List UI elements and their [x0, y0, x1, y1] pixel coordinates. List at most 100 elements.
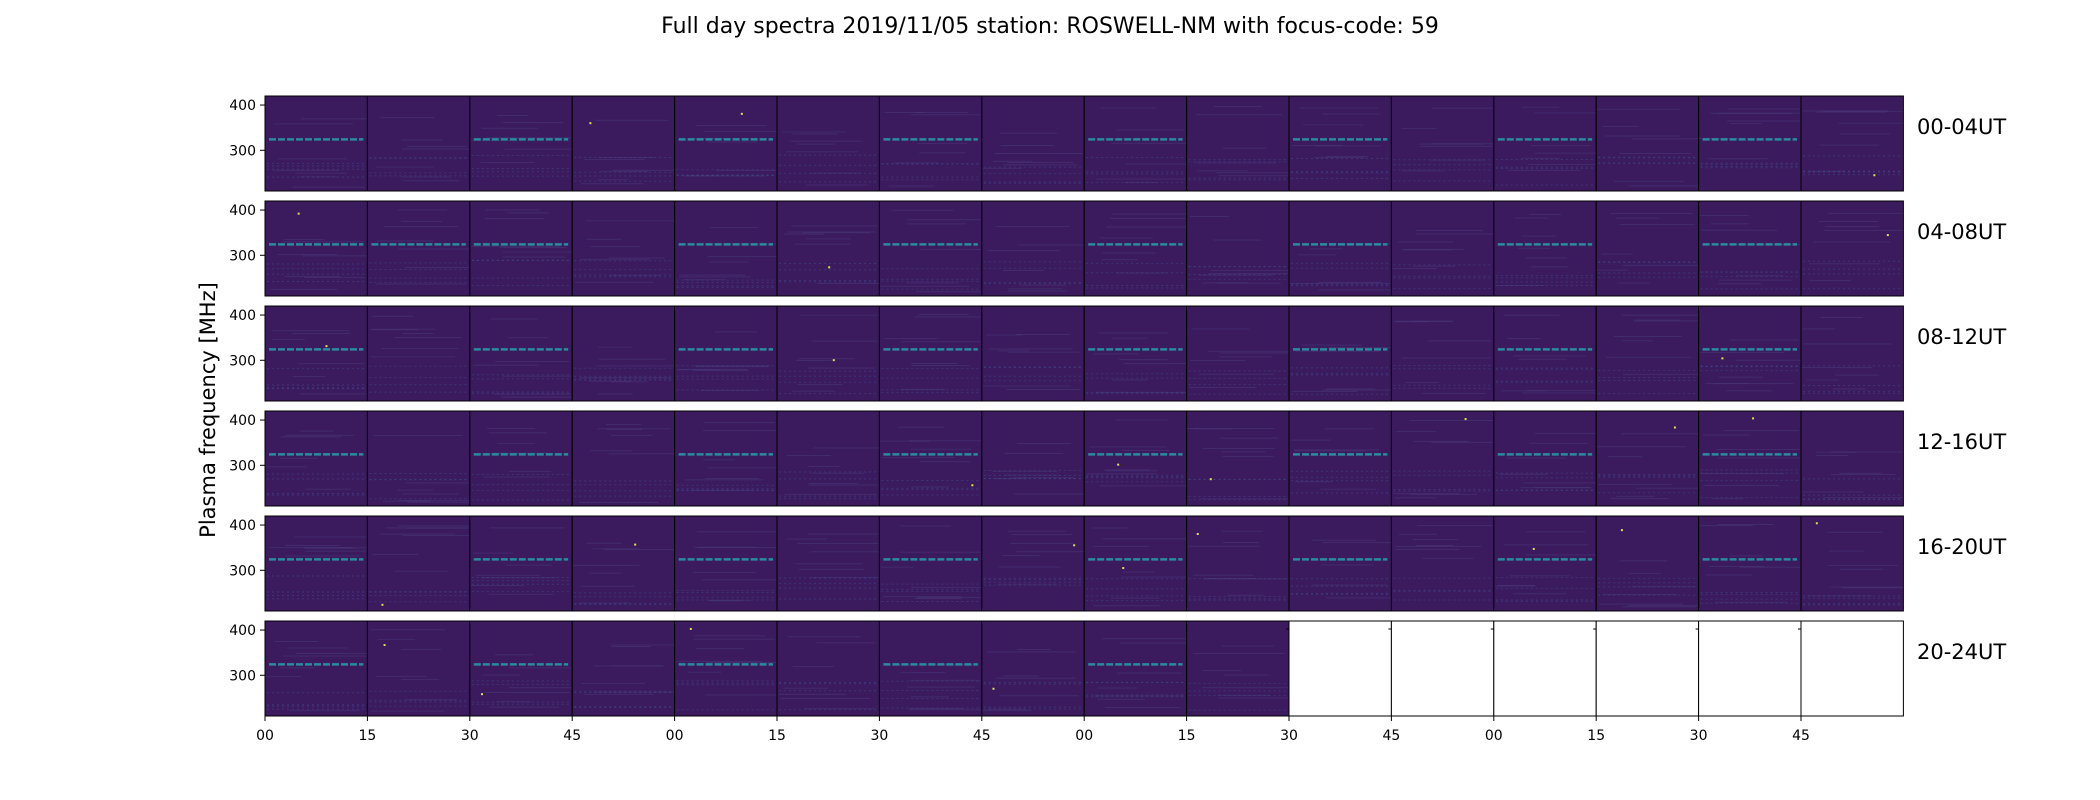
noise-streak: [998, 350, 1029, 352]
panel-background: [1391, 201, 1494, 296]
noise-streak: [1227, 594, 1264, 596]
noise-streak: [490, 706, 560, 708]
noise-streak: [688, 671, 721, 673]
noise-streak: [1401, 170, 1444, 172]
spectrum-panel: [571, 620, 676, 717]
noise-streak: [1596, 269, 1628, 271]
noise-streak: [575, 281, 654, 283]
panel-background: [1186, 621, 1289, 716]
spectrum-panel: [1800, 515, 1904, 612]
noise-streak: [910, 114, 982, 116]
noise-streak: [1101, 638, 1187, 640]
spectrum-panel: [1493, 200, 1597, 297]
noise-streak: [376, 166, 435, 168]
noise-streak: [1218, 697, 1289, 699]
noise-streak: [400, 139, 443, 141]
noise-streak: [1295, 350, 1380, 352]
noise-streak: [608, 257, 665, 259]
noise-streak: [1635, 487, 1699, 489]
noise-streak: [1602, 125, 1639, 127]
x-tick-label: 30: [1690, 728, 1708, 744]
noise-streak: [703, 459, 736, 461]
bright-speck: [1196, 533, 1199, 536]
bright-speck: [1752, 417, 1755, 420]
panel-background: [1596, 96, 1699, 191]
noise-streak: [1318, 281, 1382, 283]
noise-streak: [1294, 450, 1367, 452]
noise-streak: [481, 577, 557, 579]
noise-streak: [1801, 328, 1835, 330]
noise-streak: [508, 687, 573, 689]
noise-streak: [1736, 275, 1784, 277]
noise-streak: [787, 231, 876, 233]
noise-streak: [1396, 320, 1453, 322]
noise-streak: [376, 675, 427, 677]
noise-streak: [1003, 164, 1077, 166]
noise-streak: [1124, 163, 1187, 165]
noise-streak: [909, 679, 982, 681]
noise-streak: [1714, 601, 1788, 603]
noise-streak: [486, 137, 573, 139]
spectrum-panel: [366, 515, 471, 612]
noise-streak: [911, 586, 982, 588]
noise-streak: [1216, 172, 1289, 174]
noise-streak: [715, 169, 777, 171]
noise-streak: [372, 315, 414, 317]
noise-streak: [910, 448, 971, 450]
noise-streak: [407, 145, 467, 147]
noise-streak: [1718, 279, 1792, 281]
noise-streak: [1303, 124, 1364, 126]
noise-streak: [584, 693, 654, 695]
noise-streak: [382, 500, 431, 502]
noise-streak: [279, 457, 318, 459]
noise-streak: [1815, 111, 1887, 113]
noise-streak: [810, 576, 880, 578]
bright-speck: [297, 212, 300, 215]
panel-background: [265, 516, 368, 611]
noise-streak: [1105, 226, 1187, 228]
spectrum-panel: [878, 95, 983, 192]
noise-streak: [1497, 584, 1536, 586]
noise-streak: [1018, 244, 1085, 246]
noise-streak: [1102, 252, 1156, 254]
noise-streak: [1822, 497, 1904, 499]
panel-background: [981, 516, 1085, 611]
noise-streak: [1598, 483, 1673, 485]
noise-streak: [995, 225, 1070, 227]
noise-streak: [1395, 545, 1482, 547]
noise-streak: [1004, 453, 1064, 455]
noise-streak: [488, 593, 554, 595]
noise-streak: [683, 279, 726, 281]
noise-streak: [1815, 454, 1849, 456]
noise-streak: [1413, 265, 1456, 267]
panel-background: [1289, 306, 1392, 401]
panel-background: [1493, 306, 1597, 401]
noise-streak: [598, 346, 632, 348]
spectrum-panel: [1186, 95, 1290, 192]
noise-streak: [1110, 217, 1187, 219]
noise-streak: [1218, 175, 1289, 177]
noise-streak: [480, 162, 535, 164]
noise-streak: [1017, 648, 1051, 650]
noise-streak: [1416, 544, 1454, 546]
noise-streak: [597, 393, 633, 395]
noise-streak: [906, 219, 982, 221]
noise-streak: [488, 432, 547, 434]
noise-streak: [1210, 270, 1289, 272]
panel-frame: [1800, 95, 1904, 192]
x-tick-label: 00: [1485, 728, 1503, 744]
noise-streak: [1809, 280, 1851, 282]
noise-streak: [708, 261, 749, 263]
noise-streak: [1100, 107, 1156, 109]
noise-streak: [911, 364, 970, 366]
spectrum-panel: [776, 515, 880, 612]
spectrum-panel: [1390, 410, 1495, 507]
noise-streak: [1393, 493, 1460, 495]
noise-streak: [1202, 448, 1275, 450]
panel-background: [981, 96, 1085, 191]
panel-background: [1289, 516, 1392, 611]
noise-streak: [1830, 586, 1904, 588]
spectrum-panel: [674, 95, 778, 192]
noise-streak: [1714, 383, 1794, 385]
noise-streak: [1413, 440, 1469, 442]
